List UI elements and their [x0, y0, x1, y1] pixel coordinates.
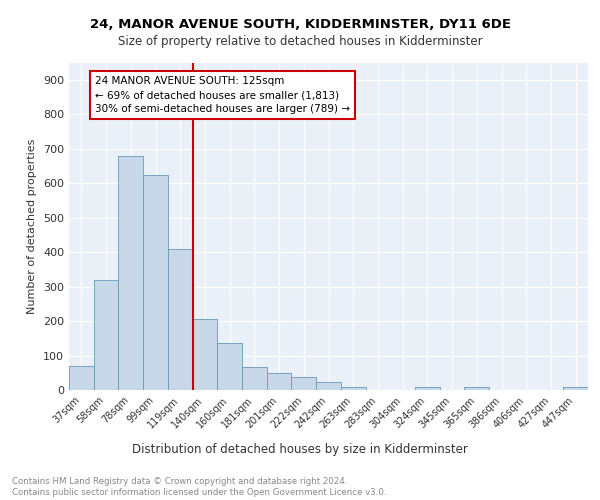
Bar [563, 387, 588, 390]
Bar [143, 174, 168, 390]
Text: 24, MANOR AVENUE SOUTH, KIDDERMINSTER, DY11 6DE: 24, MANOR AVENUE SOUTH, KIDDERMINSTER, D… [89, 18, 511, 30]
Y-axis label: Number of detached properties: Number of detached properties [28, 138, 37, 314]
Bar [118, 156, 143, 390]
Bar [94, 280, 118, 390]
Bar [341, 386, 365, 390]
Text: Size of property relative to detached houses in Kidderminster: Size of property relative to detached ho… [118, 35, 482, 48]
Bar [464, 386, 489, 390]
Bar [292, 377, 316, 390]
Text: Distribution of detached houses by size in Kidderminster: Distribution of detached houses by size … [132, 442, 468, 456]
Bar [217, 343, 242, 390]
Bar [242, 366, 267, 390]
Bar [267, 373, 292, 390]
Bar [193, 318, 217, 390]
Bar [69, 366, 94, 390]
Text: Contains HM Land Registry data © Crown copyright and database right 2024.
Contai: Contains HM Land Registry data © Crown c… [12, 478, 386, 497]
Text: 24 MANOR AVENUE SOUTH: 125sqm
← 69% of detached houses are smaller (1,813)
30% o: 24 MANOR AVENUE SOUTH: 125sqm ← 69% of d… [95, 76, 350, 114]
Bar [316, 382, 341, 390]
Bar [168, 248, 193, 390]
Bar [415, 387, 440, 390]
